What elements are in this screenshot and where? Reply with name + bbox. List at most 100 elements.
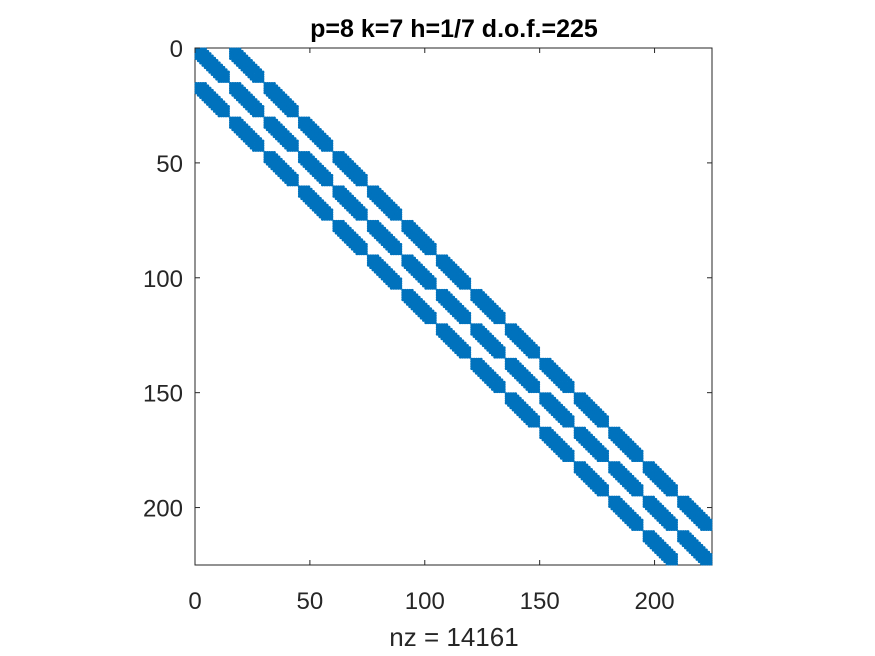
- nonzero-mark: [332, 160, 336, 164]
- nonzero-mark: [208, 63, 212, 67]
- nonzero-mark: [288, 107, 292, 111]
- nonzero-mark: [424, 245, 428, 249]
- nonzero-mark: [300, 192, 304, 196]
- nonzero-mark: [304, 121, 309, 125]
- nonzero-mark: [263, 160, 267, 164]
- nonzero-mark: [392, 275, 396, 279]
- nonzero-mark: [341, 203, 345, 207]
- nonzero-mark: [382, 238, 387, 242]
- nonzero-mark: [245, 102, 249, 106]
- nonzero-mark: [408, 219, 412, 224]
- nonzero-mark: [357, 210, 361, 214]
- nonzero-mark: [314, 164, 318, 168]
- nonzero-mark: [304, 130, 309, 134]
- nonzero-mark: [348, 164, 352, 168]
- nonzero-mark: [224, 70, 228, 74]
- nonzero-mark: [366, 187, 371, 191]
- nonzero-mark: [405, 231, 410, 235]
- nonzero-mark: [311, 208, 315, 212]
- nonzero-mark: [245, 137, 249, 141]
- nonzero-mark: [217, 61, 221, 65]
- nonzero-mark: [249, 139, 253, 143]
- nonzero-mark: [254, 79, 258, 83]
- nonzero-mark: [394, 279, 398, 283]
- nonzero-mark: [343, 153, 348, 157]
- nonzero-mark: [304, 201, 309, 205]
- nonzero-mark: [373, 222, 377, 226]
- nonzero-mark: [339, 226, 343, 230]
- nonzero-mark: [334, 194, 338, 198]
- nonzero-mark: [302, 162, 306, 166]
- nonzero-mark: [295, 146, 299, 150]
- nonzero-mark: [311, 130, 315, 134]
- nonzero-mark: [284, 132, 288, 136]
- nonzero-mark: [274, 137, 279, 141]
- nonzero-mark: [242, 91, 247, 95]
- nonzero-mark: [247, 137, 251, 141]
- nonzero-mark: [302, 153, 306, 157]
- nonzero-mark: [394, 247, 398, 251]
- nonzero-mark: [359, 247, 364, 251]
- nonzero-mark: [405, 219, 410, 224]
- nonzero-mark: [240, 68, 244, 72]
- nonzero-mark: [376, 254, 380, 258]
- nonzero-mark: [339, 235, 343, 240]
- nonzero-mark: [277, 102, 281, 106]
- nonzero-mark: [295, 183, 299, 187]
- nonzero-mark: [254, 68, 258, 72]
- nonzero-mark: [311, 192, 315, 196]
- nonzero-mark: [403, 261, 407, 265]
- nonzero-mark: [332, 222, 336, 226]
- nonzero-mark: [325, 137, 329, 141]
- nonzero-mark: [408, 224, 412, 228]
- nonzero-mark: [318, 141, 322, 145]
- nonzero-mark: [371, 194, 375, 198]
- nonzero-mark: [382, 192, 387, 196]
- nonzero-mark: [327, 215, 332, 219]
- nonzero-mark: [249, 141, 253, 145]
- nonzero-mark: [343, 235, 348, 240]
- nonzero-mark: [387, 212, 391, 217]
- nonzero-mark: [254, 77, 258, 81]
- nonzero-mark: [284, 169, 288, 173]
- nonzero-mark: [277, 95, 281, 100]
- nonzero-mark: [362, 176, 366, 180]
- nonzero-mark: [357, 178, 361, 182]
- nonzero-mark: [247, 61, 251, 65]
- nonzero-mark: [323, 180, 327, 185]
- nonzero-mark: [251, 102, 256, 106]
- nonzero-mark: [428, 240, 433, 244]
- nonzero-mark: [371, 190, 375, 194]
- nonzero-mark: [272, 162, 276, 166]
- nonzero-mark: [226, 114, 230, 118]
- nonzero-mark: [392, 215, 396, 219]
- nonzero-mark: [401, 226, 405, 230]
- nonzero-mark: [199, 59, 203, 63]
- nonzero-mark: [293, 146, 297, 150]
- nonzero-mark: [401, 224, 405, 228]
- nonzero-mark: [364, 245, 368, 249]
- nonzero-mark: [369, 194, 373, 198]
- nonzero-mark: [410, 233, 414, 237]
- nonzero-mark: [362, 178, 366, 182]
- nonzero-mark: [291, 144, 295, 148]
- nonzero-mark: [318, 199, 322, 203]
- y-tick-label: 50: [156, 151, 183, 178]
- nonzero-mark: [311, 125, 315, 129]
- nonzero-mark: [272, 82, 276, 86]
- nonzero-mark: [240, 84, 244, 88]
- nonzero-mark: [284, 93, 288, 97]
- nonzero-mark: [392, 240, 396, 244]
- nonzero-mark: [196, 84, 201, 88]
- nonzero-mark: [320, 183, 325, 187]
- nonzero-mark: [208, 70, 212, 74]
- nonzero-mark: [254, 114, 258, 118]
- nonzero-mark: [242, 86, 247, 90]
- nonzero-mark: [245, 134, 249, 139]
- nonzero-mark: [231, 49, 235, 54]
- nonzero-mark: [309, 187, 313, 191]
- nonzero-mark: [380, 224, 384, 228]
- nonzero-mark: [355, 252, 359, 256]
- nonzero-mark: [314, 123, 318, 127]
- nonzero-mark: [300, 155, 304, 159]
